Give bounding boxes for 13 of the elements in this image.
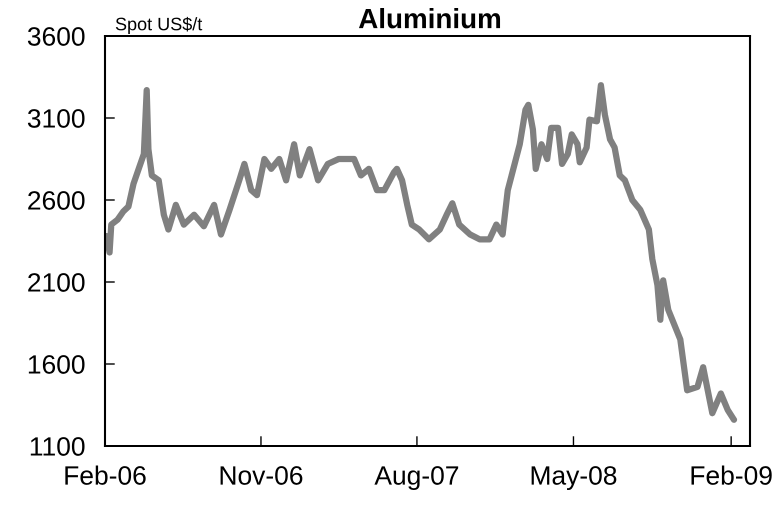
x-tick-label: Aug-07 [374, 466, 458, 490]
x-tick-label: May-08 [532, 466, 616, 490]
y-tick-label: 3100 [28, 109, 85, 128]
x-tick-label: Nov-06 [220, 466, 302, 485]
y-tick-label: 2600 [28, 191, 85, 210]
y-axis-title: Spot US$/t [116, 16, 202, 34]
x-tick-label: Feb-06 [65, 465, 146, 485]
x-tick-label: Feb-09 [692, 465, 772, 485]
y-tick-label: 1600 [28, 355, 85, 374]
y-tick-label: 3600 [28, 27, 85, 46]
chart-title: Aluminium [358, 8, 500, 28]
y-tick-label: 1100 [30, 437, 85, 456]
y-tick-label: 2100 [28, 273, 85, 292]
